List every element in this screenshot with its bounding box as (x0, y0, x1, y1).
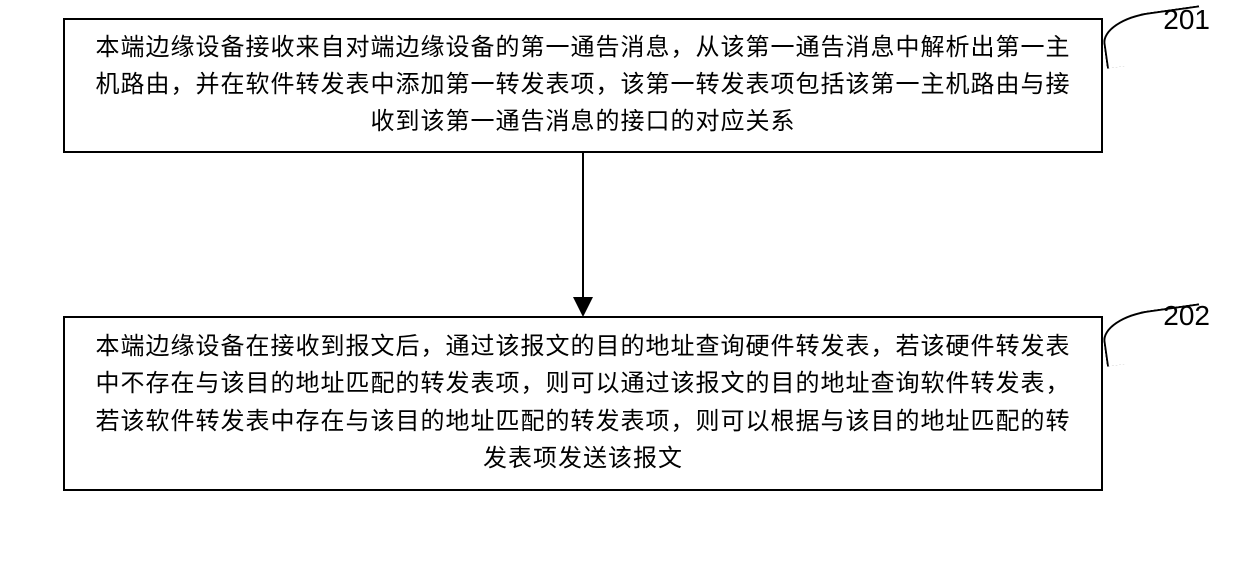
step-1-text: 本端边缘设备接收来自对端边缘设备的第一通告消息，从该第一通告消息中解析出第一主机… (85, 30, 1081, 142)
step-2-label: 202 (1163, 300, 1210, 332)
step-2-text: 本端边缘设备在接收到报文后，通过该报文的目的地址查询硬件转发表，若该硬件转发表中… (85, 329, 1081, 478)
step-box-2: 本端边缘设备在接收到报文后，通过该报文的目的地址查询硬件转发表，若该硬件转发表中… (63, 316, 1103, 491)
flowchart-container: 本端边缘设备接收来自对端边缘设备的第一通告消息，从该第一通告消息中解析出第一主机… (0, 0, 1240, 567)
step-box-1: 本端边缘设备接收来自对端边缘设备的第一通告消息，从该第一通告消息中解析出第一主机… (63, 18, 1103, 153)
arrow-line (582, 153, 584, 301)
arrow-head (573, 297, 593, 317)
step-1-label: 201 (1163, 4, 1210, 36)
